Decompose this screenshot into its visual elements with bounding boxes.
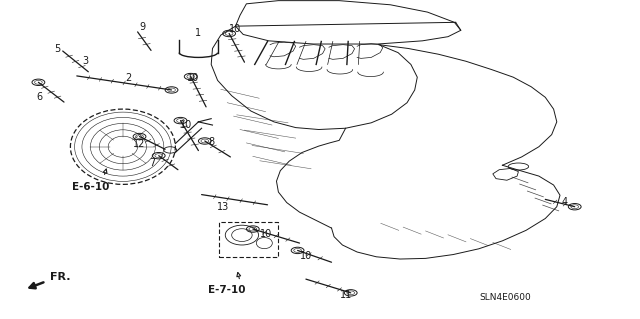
Text: 10: 10: [229, 24, 242, 34]
Text: 1: 1: [195, 28, 202, 39]
Text: 11: 11: [339, 290, 352, 300]
Text: 10: 10: [300, 251, 312, 261]
Text: 6: 6: [36, 92, 43, 102]
Text: 8: 8: [208, 137, 214, 147]
Text: 10: 10: [179, 120, 192, 130]
Text: 13: 13: [216, 202, 229, 212]
Text: 12: 12: [133, 139, 146, 149]
Text: SLN4E0600: SLN4E0600: [480, 293, 531, 302]
Text: 9: 9: [139, 22, 145, 32]
Text: 2: 2: [125, 73, 131, 83]
Text: 5: 5: [54, 44, 61, 55]
Text: 10: 10: [187, 73, 200, 83]
Bar: [219, 222, 278, 257]
Text: E-6-10: E-6-10: [72, 182, 109, 192]
Text: 4: 4: [561, 197, 568, 207]
Text: 3: 3: [82, 56, 88, 66]
Text: E-7-10: E-7-10: [209, 285, 246, 295]
Text: 10: 10: [259, 228, 272, 239]
Text: FR.: FR.: [50, 272, 70, 282]
Text: 7: 7: [149, 158, 156, 168]
